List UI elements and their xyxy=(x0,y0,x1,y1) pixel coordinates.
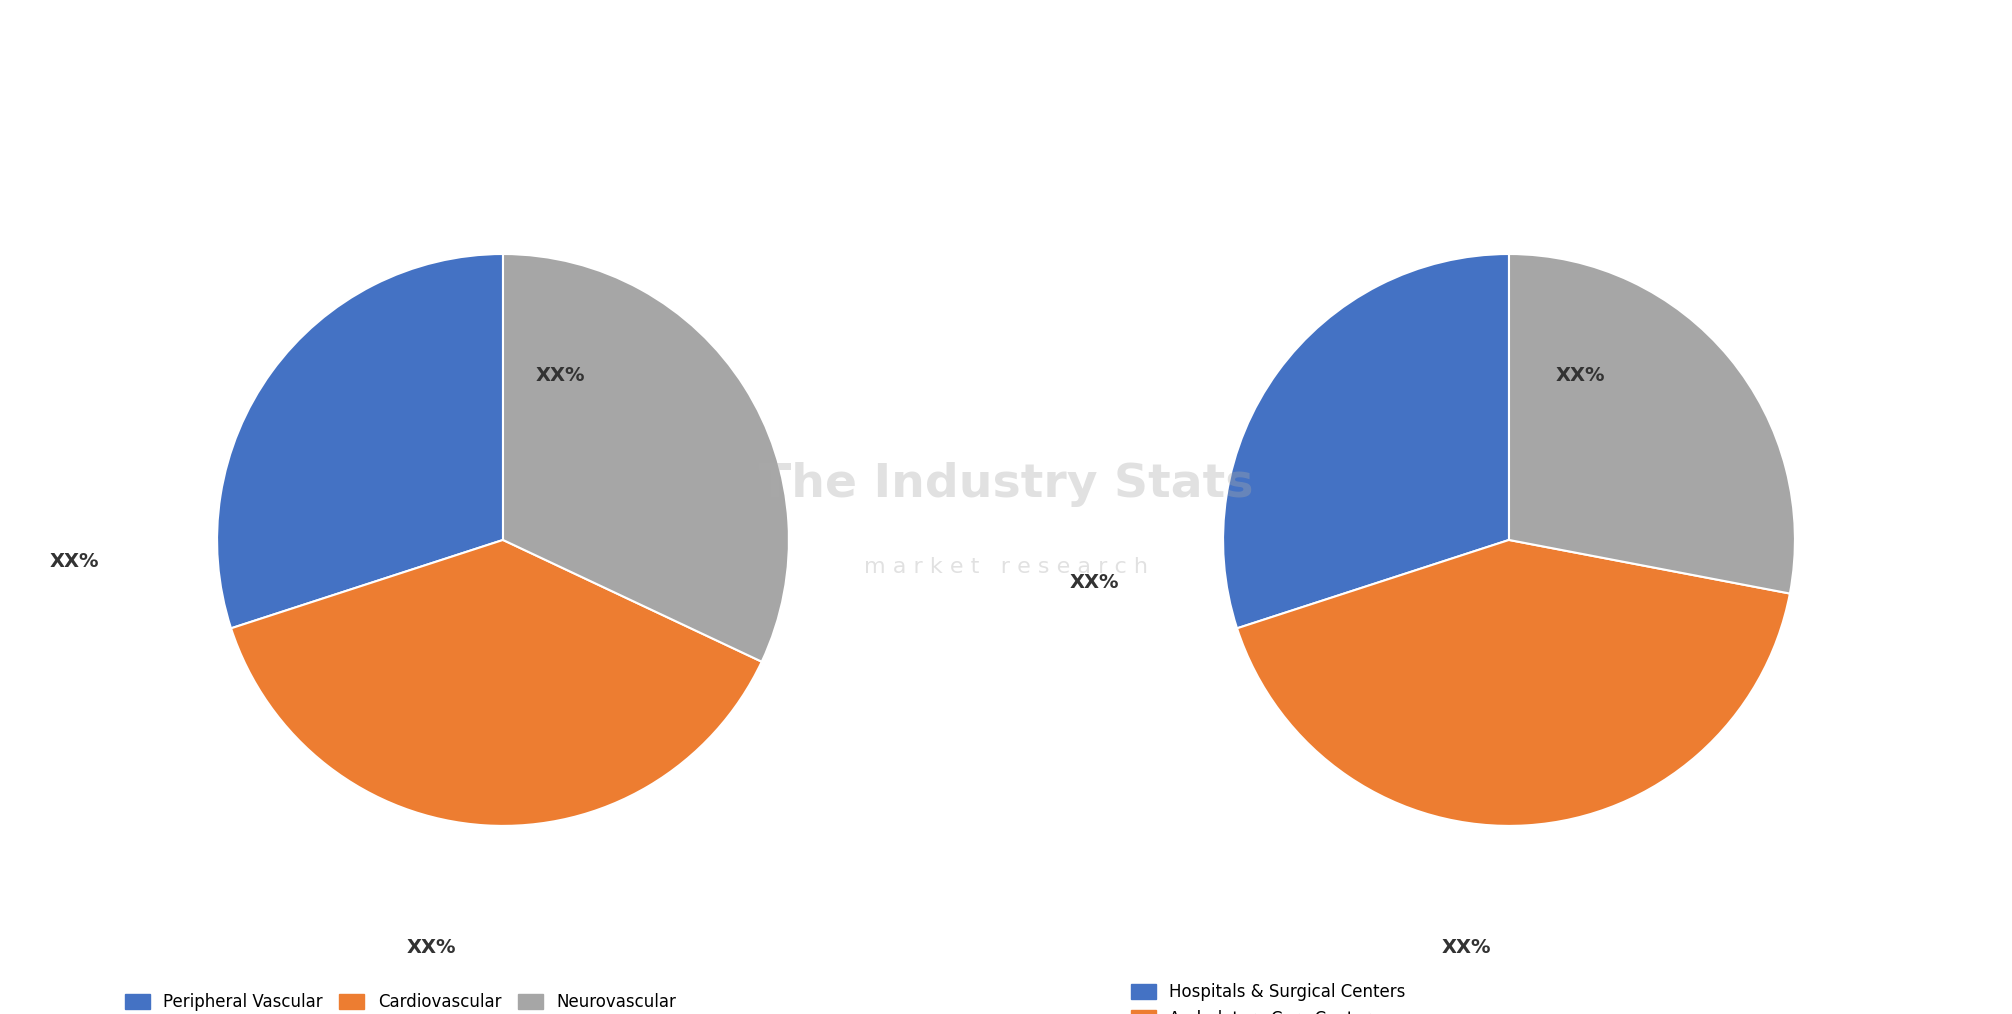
Text: XX%: XX% xyxy=(1555,366,1606,385)
Text: XX%: XX% xyxy=(1070,573,1119,592)
Text: XX%: XX% xyxy=(50,552,99,571)
Wedge shape xyxy=(217,255,503,629)
Text: XX%: XX% xyxy=(406,938,457,957)
Text: Fig. Global Orbital Atherectomy Device Market Share by Product Types & Applicati: Fig. Global Orbital Atherectomy Device M… xyxy=(24,41,1225,65)
Legend: Peripheral Vascular, Cardiovascular, Neurovascular: Peripheral Vascular, Cardiovascular, Neu… xyxy=(119,987,682,1014)
Wedge shape xyxy=(1223,255,1509,629)
Wedge shape xyxy=(1237,539,1791,825)
Wedge shape xyxy=(503,255,789,662)
Text: XX%: XX% xyxy=(1441,938,1491,957)
Text: Email: sales@theindustrystats.com: Email: sales@theindustrystats.com xyxy=(841,970,1171,989)
Text: XX%: XX% xyxy=(535,366,585,385)
Text: Website: www.theindustrystats.com: Website: www.theindustrystats.com xyxy=(1652,970,1992,989)
Text: Source: Theindustrystats Analysis: Source: Theindustrystats Analysis xyxy=(20,970,340,989)
Text: The Industry Stats: The Industry Stats xyxy=(759,462,1253,507)
Wedge shape xyxy=(231,539,763,825)
Text: m a r k e t   r e s e a r c h: m a r k e t r e s e a r c h xyxy=(863,557,1149,577)
Wedge shape xyxy=(1509,255,1795,593)
Legend: Hospitals & Surgical Centers, Ambulatory Care Centers, Research Laboratories & A: Hospitals & Surgical Centers, Ambulatory… xyxy=(1125,976,1549,1014)
